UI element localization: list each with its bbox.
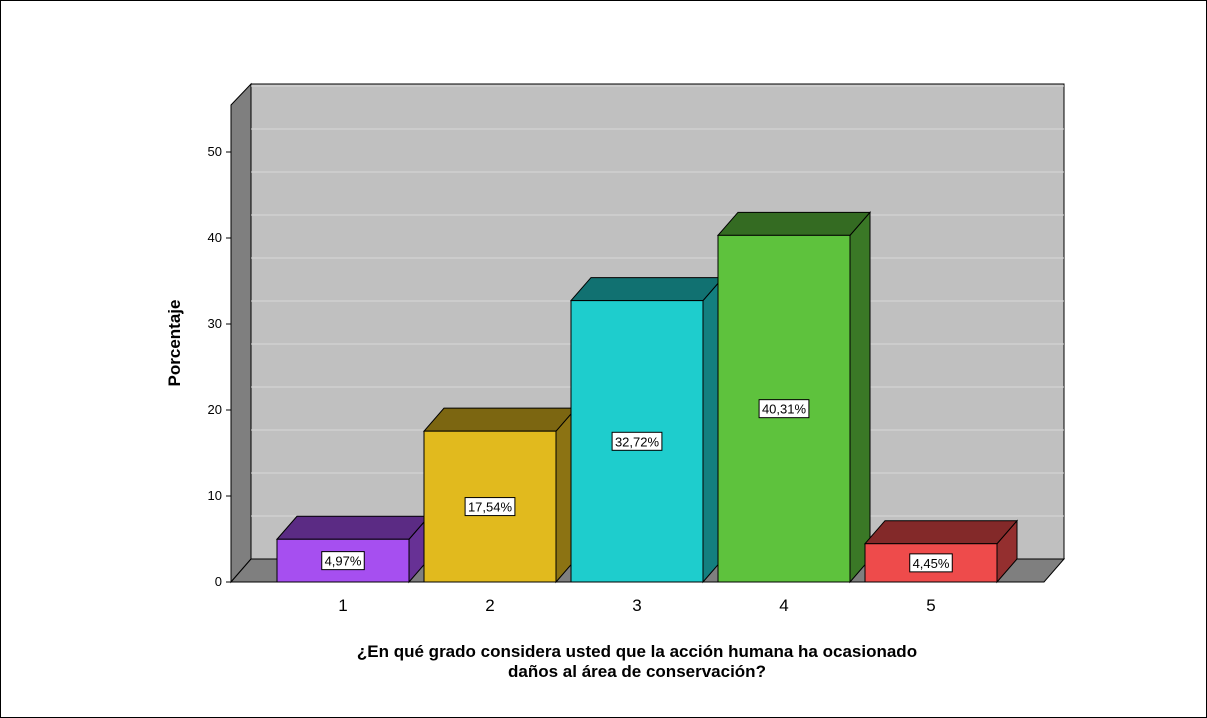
bar-top xyxy=(275,515,431,540)
data-label-box xyxy=(321,551,365,571)
bar-5: 4,45% xyxy=(863,519,1019,584)
bar-side xyxy=(849,210,871,584)
bar-top xyxy=(422,407,578,432)
bar-top xyxy=(569,277,725,302)
x-tick-label: 3 xyxy=(632,596,641,615)
x-axis-ticks: 1 2 3 4 5 xyxy=(338,596,935,615)
data-label-box xyxy=(464,497,516,517)
y-tick-label: 30 xyxy=(208,316,222,331)
x-tick-label: 2 xyxy=(485,596,494,615)
data-label: 40,31% xyxy=(762,402,807,417)
y-tick-label: 50 xyxy=(208,144,222,159)
data-label-box xyxy=(611,431,663,451)
y-axis-title: Porcentaje xyxy=(165,300,184,387)
x-tick-label: 1 xyxy=(338,596,347,615)
data-label: 17,54% xyxy=(468,500,513,515)
y-axis-ticks: 0 10 20 30 40 50 xyxy=(208,144,231,589)
data-label: 4,45% xyxy=(913,556,950,571)
x-axis-title-line-1: ¿En qué grado considera usted que la acc… xyxy=(357,642,917,661)
bar-4: 40,31% xyxy=(716,210,872,584)
data-label-box xyxy=(758,399,810,419)
data-label-box xyxy=(909,553,953,573)
data-label: 4,97% xyxy=(325,554,362,569)
data-label: 32,72% xyxy=(615,434,660,449)
x-tick-label: 5 xyxy=(926,596,935,615)
bar-top xyxy=(863,520,1019,545)
x-tick-label: 4 xyxy=(779,596,788,615)
bar-3: 32,72% xyxy=(569,276,725,584)
bars: 4,97% 17,54% 32,72% 40,31% 4,45% xyxy=(275,210,1019,584)
y-tick-label: 20 xyxy=(208,402,222,417)
y-tick-label: 0 xyxy=(215,574,222,589)
x-axis-title-line-2: daños al área de conservación? xyxy=(508,662,766,681)
bar-2: 17,54% xyxy=(422,406,578,584)
y-tick-label: 40 xyxy=(208,230,222,245)
bar-1: 4,97% xyxy=(275,514,431,584)
bar-top xyxy=(716,211,872,236)
side-wall xyxy=(230,82,252,584)
y-tick-label: 10 xyxy=(208,488,222,503)
